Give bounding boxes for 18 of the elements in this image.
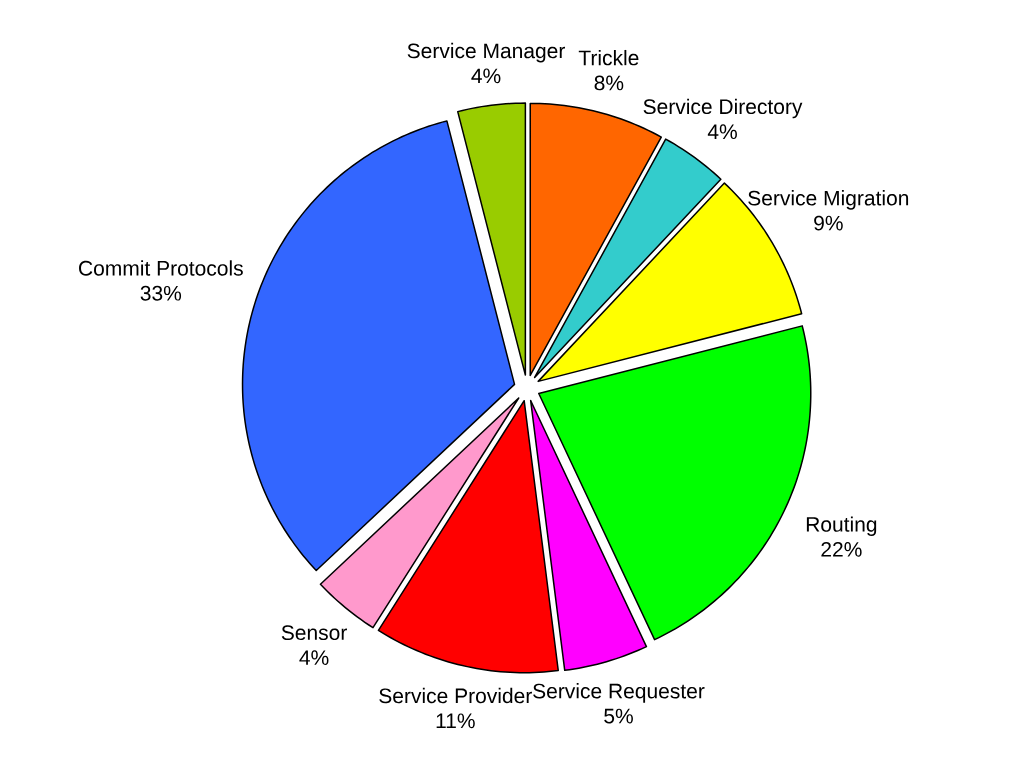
slice-label: Trickle (578, 49, 639, 66)
slice-label: Service Provider (379, 687, 532, 704)
data-label: 22% (821, 541, 862, 557)
slice-label: Service Directory (643, 98, 803, 119)
data-label: 9% (814, 215, 843, 231)
slice-label: Sensor (281, 625, 347, 641)
data-label: 4% (299, 650, 329, 665)
slice-label: Service Requester (533, 683, 705, 703)
data-label: 11% (436, 713, 475, 729)
data-label: 4% (707, 124, 737, 140)
slice-label: Service Manager (407, 42, 566, 63)
data-label: 4% (471, 68, 501, 84)
data-label: 8% (594, 75, 624, 91)
slice-label: Service Migration (748, 190, 909, 210)
slice-label: Commit Protocols (79, 260, 243, 276)
data-label: 5% (604, 708, 633, 724)
data-label: 33% (140, 285, 182, 301)
slice-label: Routing (806, 516, 877, 536)
